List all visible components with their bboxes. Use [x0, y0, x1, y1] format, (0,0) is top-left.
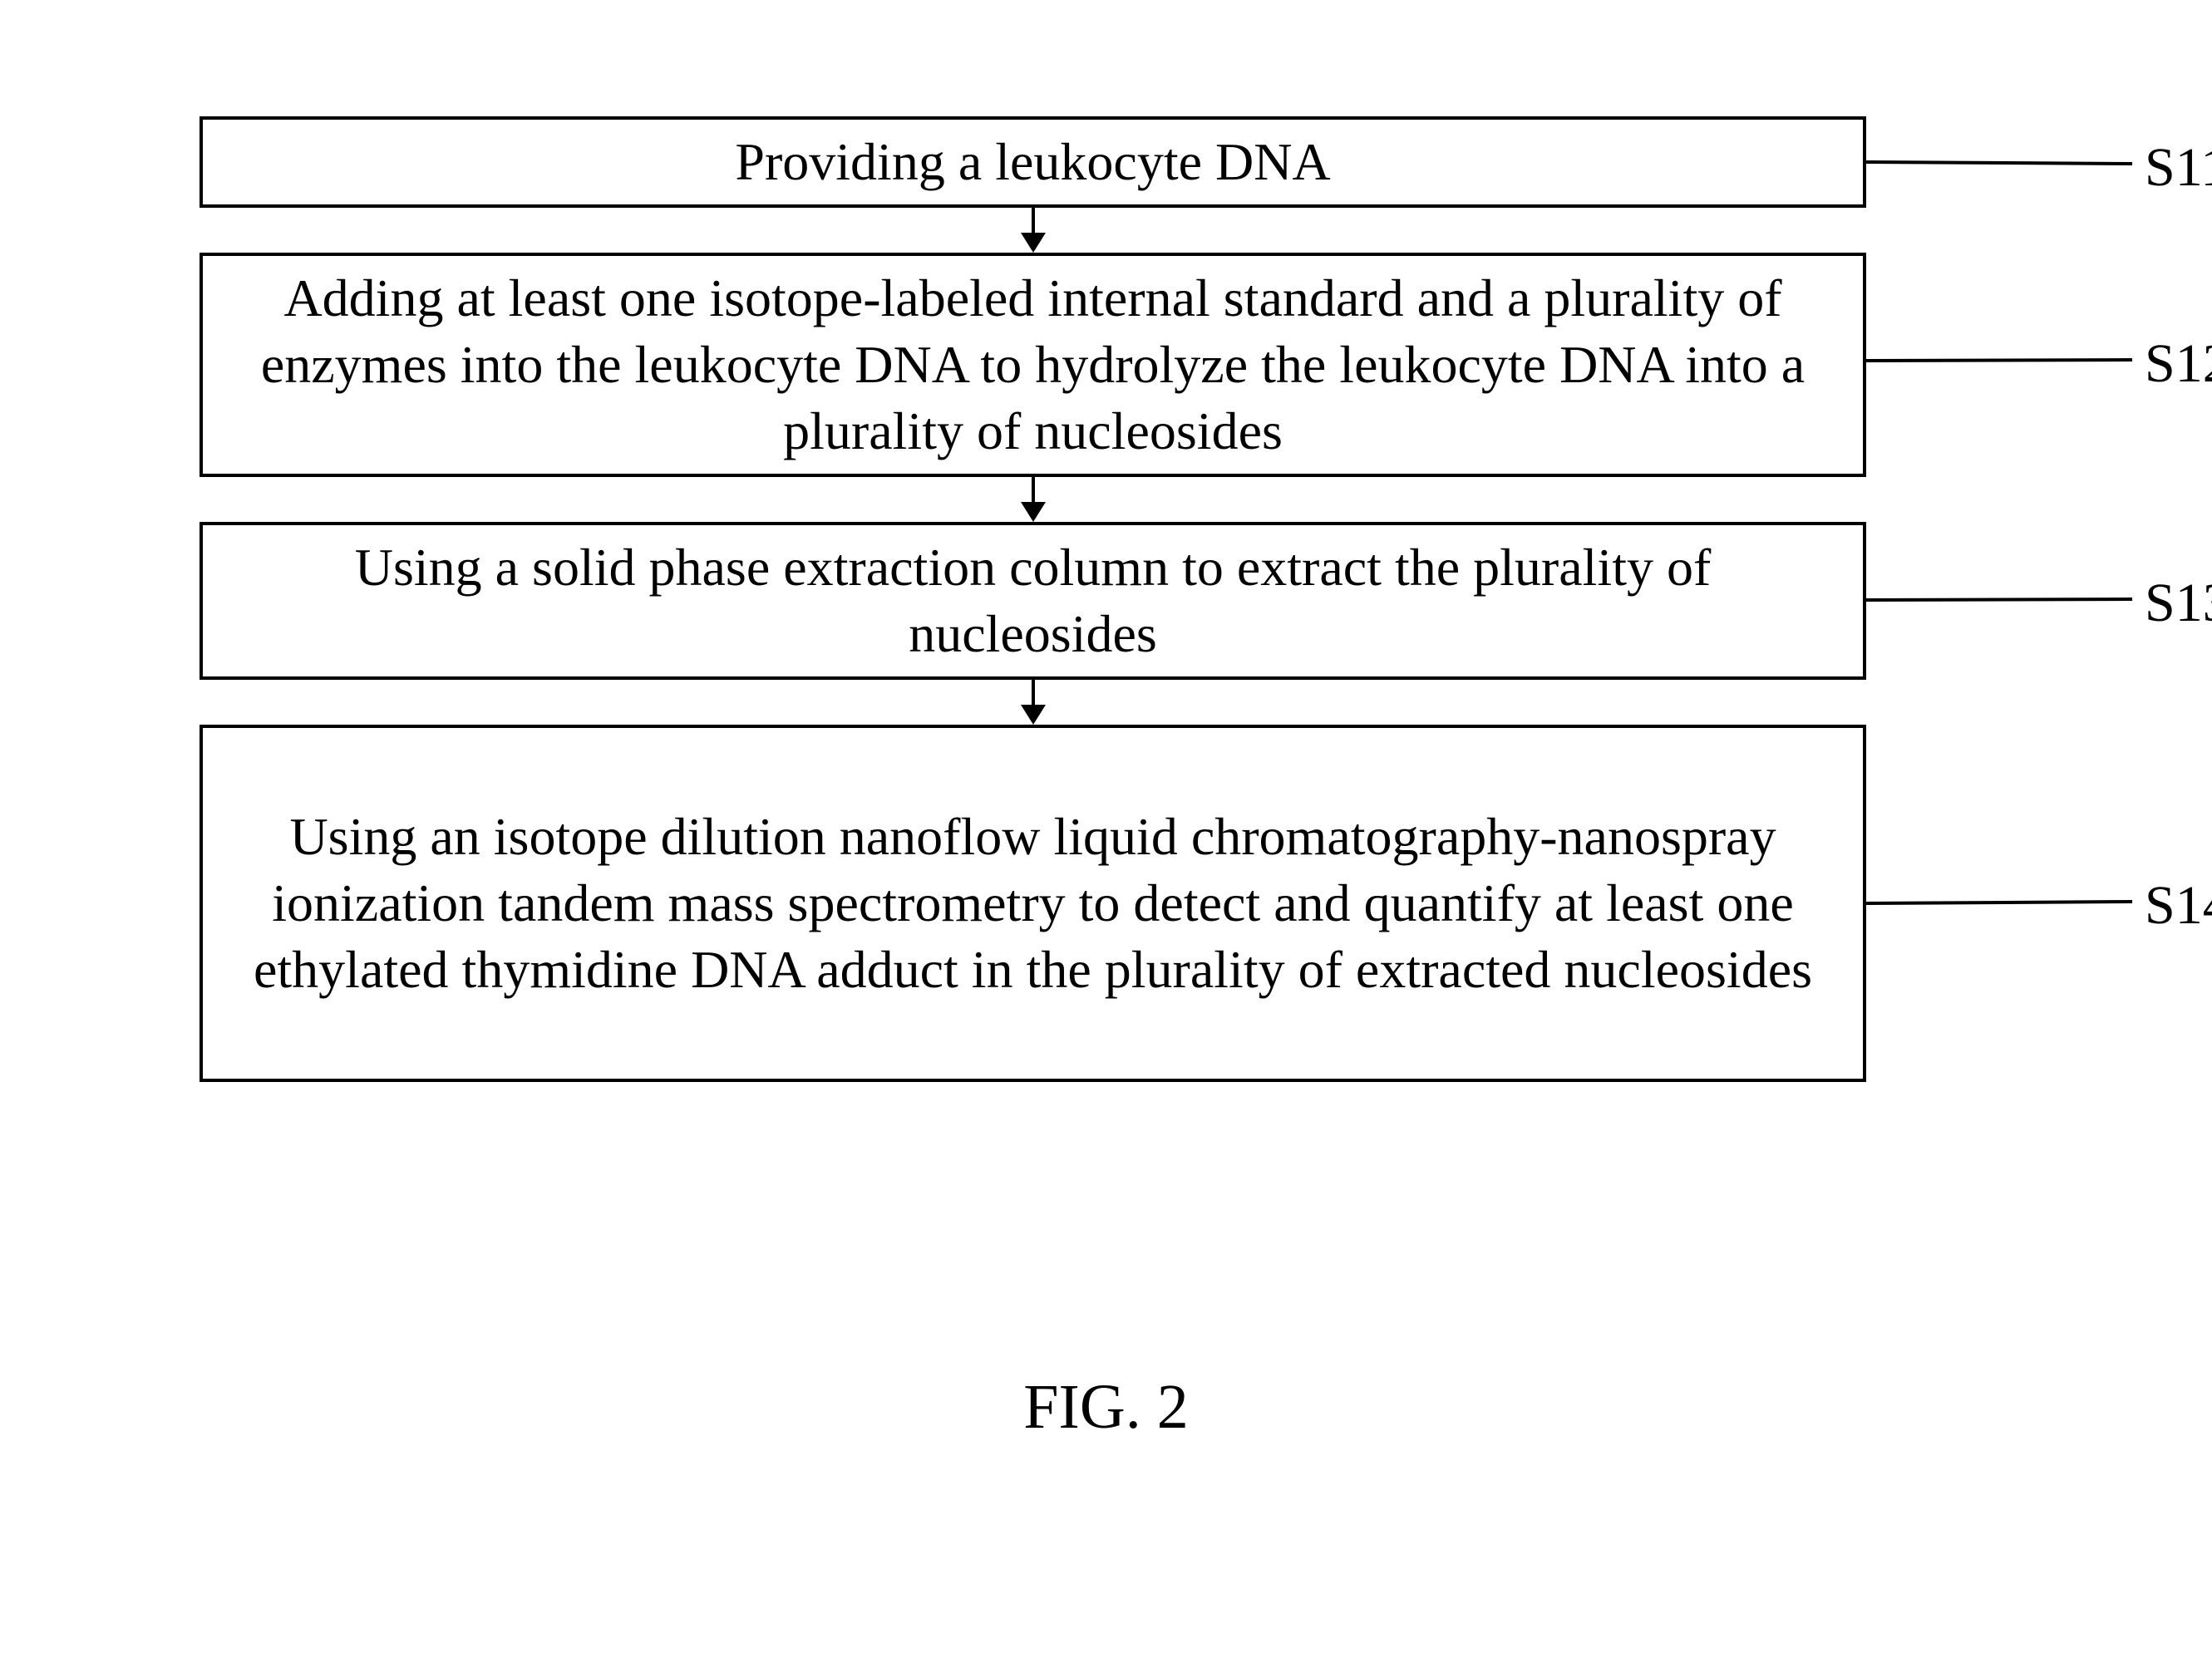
- flowchart-arrow: [200, 680, 1866, 725]
- flowchart-arrow: [200, 208, 1866, 253]
- flowchart-connector-svg: [1866, 725, 2141, 1082]
- flowchart-step-label: S13: [2145, 572, 2212, 635]
- figure-caption: FIG. 2: [0, 1371, 2212, 1443]
- arrow-head-icon: [1021, 705, 1046, 725]
- arrow-head-icon: [1021, 502, 1046, 522]
- flowchart-connector-svg: [1866, 253, 2141, 477]
- flowchart-step-label: S12: [2145, 332, 2212, 396]
- flowchart-step-box: Adding at least one isotope-labeled inte…: [200, 253, 1866, 477]
- arrow-shaft: [1032, 208, 1035, 233]
- flowchart-step-text: Using an isotope dilution nanoflow liqui…: [236, 804, 1830, 1003]
- flowchart-step-box: Using a solid phase extraction column to…: [200, 522, 1866, 680]
- flowchart-arrow: [200, 477, 1866, 522]
- arrow-head-icon: [1021, 233, 1046, 253]
- arrow-shaft: [1032, 680, 1035, 705]
- flowchart-step-box: Providing a leukocyte DNA: [200, 116, 1866, 208]
- flowchart-connector-svg: [1866, 522, 2141, 680]
- flowchart-step-text: Providing a leukocyte DNA: [735, 129, 1330, 195]
- flowchart-step-label: S14: [2145, 874, 2212, 937]
- arrow-shaft: [1032, 477, 1035, 502]
- flowchart-step-text: Using a solid phase extraction column to…: [236, 534, 1830, 667]
- flowchart-step-text: Adding at least one isotope-labeled inte…: [236, 265, 1830, 465]
- flowchart-step-label: S11: [2145, 136, 2212, 199]
- flowchart-connector-svg: [1866, 116, 2141, 208]
- flowchart-step-box: Using an isotope dilution nanoflow liqui…: [200, 725, 1866, 1082]
